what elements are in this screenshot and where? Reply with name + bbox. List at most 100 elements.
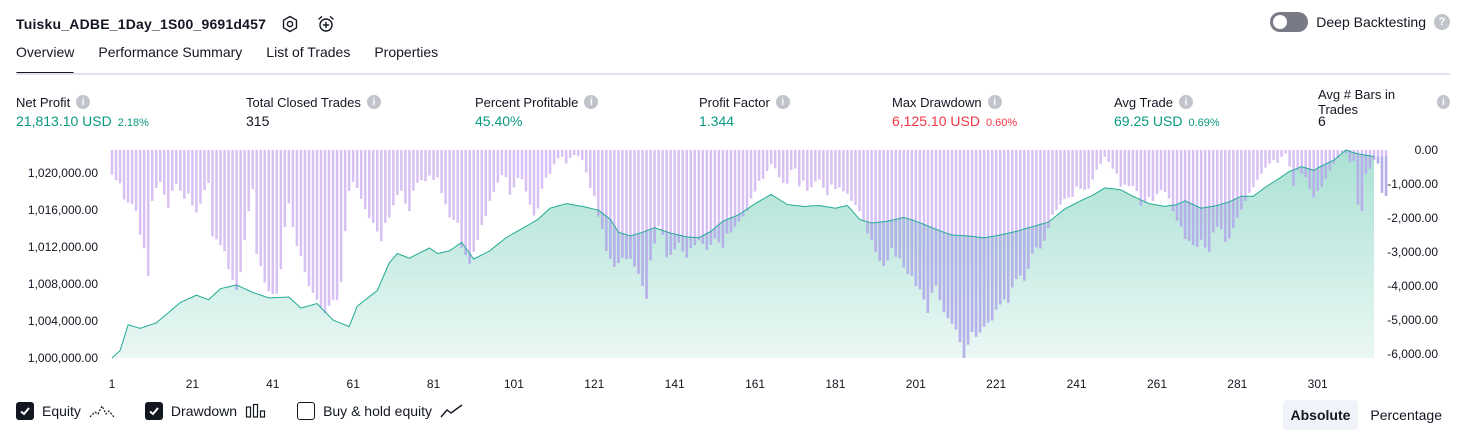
drawdown-bar	[1043, 150, 1046, 241]
drawdown-bar-overlap	[890, 220, 893, 248]
info-icon[interactable]: i	[987, 95, 1002, 109]
drawdown-bar	[1220, 150, 1223, 230]
drawdown-bar	[938, 150, 942, 301]
drawdown-bar	[408, 150, 411, 212]
drawdown-bar-overlap	[235, 284, 238, 290]
drawdown-bar-overlap	[1191, 204, 1195, 246]
x-axis-tick-label: 221	[986, 377, 1006, 390]
drawdown-bar-overlap	[1043, 223, 1046, 241]
drawdown-bar	[898, 150, 901, 259]
drawdown-bar	[1059, 150, 1062, 205]
drawdown-bar	[227, 150, 230, 270]
drawdown-bar	[412, 150, 415, 191]
drawdown-bar	[1224, 150, 1227, 242]
drawdown-bar	[657, 150, 660, 227]
drawdown-bar	[806, 150, 809, 191]
drawdown-bar	[1079, 150, 1082, 189]
drawdown-bar-overlap	[1232, 199, 1235, 229]
drawdown-bar	[725, 150, 729, 234]
metric-label: Max Drawdown	[892, 94, 982, 110]
drawdown-bar	[468, 150, 471, 264]
drawdown-bar	[315, 150, 319, 300]
drawdown-bar	[416, 150, 419, 183]
info-icon[interactable]: i	[584, 95, 599, 109]
drawdown-bar-overlap	[1244, 196, 1247, 201]
drawdown-bar	[576, 150, 580, 157]
right-axis-tick-label: -2,000.00	[1387, 211, 1438, 225]
drawdown-bar	[179, 150, 182, 191]
chart-legend: Equity Drawdown Buy & hold equity	[16, 402, 494, 420]
drawdown-bar	[355, 150, 359, 189]
alarm-clock-plus-icon[interactable]	[314, 12, 338, 36]
absolute-button[interactable]: Absolute	[1282, 400, 1359, 430]
legend-drawdown[interactable]: Drawdown	[144, 402, 267, 420]
drawdown-bar	[1047, 150, 1050, 229]
tab-overview[interactable]: Overview	[16, 44, 75, 75]
drawdown-bar-overlap	[966, 235, 970, 345]
drawdown-bar	[902, 150, 906, 268]
drawdown-bar	[753, 150, 757, 192]
drawdown-bar	[1123, 150, 1127, 185]
drawdown-bar-overlap	[950, 235, 954, 324]
drawdown-bar	[255, 150, 258, 254]
checkbox-checked-icon[interactable]	[16, 402, 34, 420]
drawdown-bar	[854, 150, 857, 206]
left-axis-tick-label: 1,008,000.00	[28, 277, 98, 291]
drawdown-bar-overlap	[986, 237, 990, 323]
drawdown-bar	[428, 150, 431, 176]
drawdown-bar	[363, 150, 367, 210]
deep-backtesting-toggle[interactable]	[1270, 12, 1309, 32]
tab-properties[interactable]: Properties	[374, 44, 439, 60]
drawdown-bar	[1179, 150, 1183, 227]
gear-icon[interactable]	[278, 12, 302, 36]
info-icon[interactable]: i	[76, 95, 91, 109]
drawdown-bar	[862, 150, 865, 222]
help-icon[interactable]: ?	[1434, 14, 1450, 30]
drawdown-bar-overlap	[701, 235, 705, 244]
tab-list-of-trades[interactable]: List of Trades	[266, 44, 351, 60]
drawdown-bar-overlap	[685, 236, 688, 258]
right-axis-tick-label: -5,000.00	[1387, 313, 1438, 327]
tab-performance-summary[interactable]: Performance Summary	[98, 44, 243, 60]
left-axis-tick-label: 1,016,000.00	[28, 203, 98, 217]
legend-buy-hold-equity[interactable]: Buy & hold equity	[297, 402, 464, 420]
drawdown-bar	[307, 150, 311, 287]
drawdown-bar	[376, 150, 379, 232]
drawdown-bar	[733, 150, 737, 227]
equity-drawdown-chart[interactable]: 1,020,000.00 1,016,000.00 1,012,000.00 1,00…	[0, 140, 1466, 390]
drawdown-bar	[677, 150, 680, 243]
drawdown-bar	[613, 150, 616, 267]
bar-chart-icon	[245, 403, 267, 419]
drawdown-bar-overlap	[1002, 234, 1006, 300]
drawdown-bar-overlap	[1300, 166, 1303, 174]
drawdown-bar	[802, 150, 805, 181]
drawdown-bar	[335, 150, 339, 301]
checkbox-checked-icon[interactable]	[144, 402, 163, 420]
drawdown-bar	[1340, 150, 1344, 153]
drawdown-bar	[649, 150, 652, 261]
info-icon[interactable]: i	[1179, 95, 1194, 109]
drawdown-bar	[777, 150, 781, 178]
legend-equity[interactable]: Equity	[16, 402, 115, 420]
info-icon[interactable]: i	[1436, 95, 1450, 109]
x-axis-tick-label: 121	[584, 377, 604, 390]
drawdown-bar	[331, 150, 335, 300]
drawdown-bar	[110, 150, 114, 175]
info-icon[interactable]: i	[775, 95, 790, 109]
drawdown-bar	[1236, 150, 1239, 218]
drawdown-bar	[834, 150, 837, 190]
drawdown-bar	[239, 150, 242, 273]
drawdown-bar	[1288, 150, 1291, 167]
percentage-button[interactable]: Percentage	[1370, 407, 1442, 423]
drawdown-bar	[1039, 150, 1042, 249]
drawdown-bar	[914, 150, 918, 286]
x-axis-tick-label: 41	[266, 377, 280, 390]
drawdown-bar	[203, 150, 206, 191]
info-icon[interactable]: i	[366, 95, 381, 109]
drawdown-bar	[464, 150, 467, 255]
checkbox-unchecked-icon[interactable]	[297, 402, 316, 420]
drawdown-bar	[191, 150, 194, 206]
right-axis-tick-label: -6,000.00	[1387, 347, 1438, 361]
drawdown-bar-overlap	[1380, 156, 1384, 193]
drawdown-bar	[552, 150, 556, 165]
